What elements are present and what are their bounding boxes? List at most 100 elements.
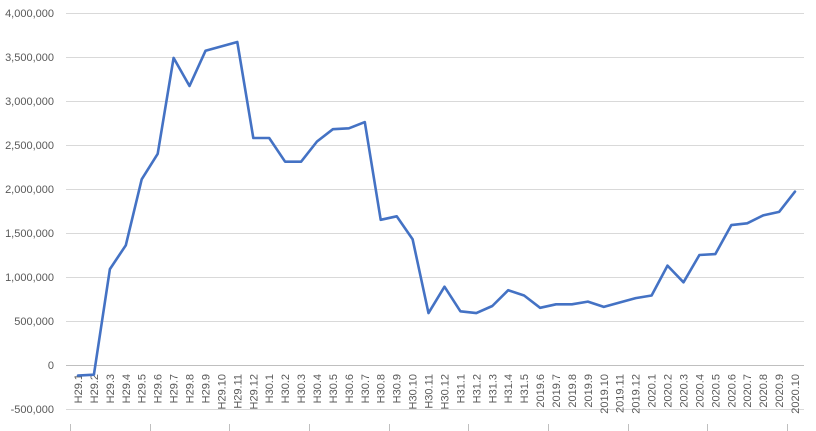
- data-point: [522, 294, 526, 298]
- data-point: [124, 243, 128, 247]
- data-point: [219, 44, 223, 48]
- x-tick-label: 2020.10: [790, 374, 802, 414]
- x-tick-label: H30.12: [439, 374, 451, 409]
- x-tick-label: H29.10: [216, 374, 228, 409]
- x-tick-label: H29.4: [121, 374, 133, 403]
- data-point: [140, 177, 144, 181]
- data-point: [76, 374, 80, 378]
- x-tick-label: H30.5: [328, 374, 340, 403]
- data-point: [204, 49, 208, 53]
- data-point: [299, 160, 303, 164]
- series-layer: [76, 40, 797, 378]
- x-tick-label: 2020.1: [647, 374, 659, 408]
- x-tick-label: H30.2: [280, 374, 292, 403]
- data-point: [506, 288, 510, 292]
- data-point: [363, 120, 367, 124]
- x-tick-label: 2019.8: [567, 374, 579, 408]
- x-tick-label: H31.1: [455, 374, 467, 403]
- x-tick-label: H30.10: [408, 374, 420, 409]
- data-point: [745, 221, 749, 225]
- data-point: [411, 237, 415, 241]
- y-tick-label: 3,000,000: [5, 96, 54, 108]
- x-tick-label: H29.7: [169, 374, 181, 403]
- x-tick-label: H29.6: [153, 374, 165, 403]
- data-point: [347, 126, 351, 130]
- data-point: [713, 252, 717, 256]
- x-tick-label: H30.3: [296, 374, 308, 403]
- data-point: [761, 213, 765, 217]
- y-tick-label: 2,000,000: [5, 184, 54, 196]
- data-point: [283, 160, 287, 164]
- x-tick-label: H29.11: [232, 374, 244, 409]
- x-tick-label: H30.1: [264, 374, 276, 403]
- data-point: [474, 311, 478, 315]
- x-tick-label: 2020.2: [663, 374, 675, 408]
- x-tick-label: 2020.5: [710, 374, 722, 408]
- data-point: [108, 267, 112, 271]
- data-point: [490, 304, 494, 308]
- data-point: [251, 136, 255, 140]
- data-point: [458, 309, 462, 313]
- data-point: [729, 223, 733, 227]
- x-tick-label: H29.1: [73, 374, 85, 403]
- y-axis-ticks: -500,000 0 500,000 1,000,000 1,500,000 2,000,…: [5, 8, 54, 416]
- x-tick-label: H29.2: [89, 374, 101, 403]
- gridlines: [66, 13, 804, 410]
- data-point: [682, 280, 686, 284]
- data-point: [570, 302, 574, 306]
- data-point: [379, 218, 383, 222]
- x-tick-label: H29.9: [200, 374, 212, 403]
- y-tick-label: -500,000: [11, 404, 54, 416]
- data-point: [267, 136, 271, 140]
- x-tick-label: 2019.12: [631, 374, 643, 414]
- y-tick-label: 1,000,000: [5, 272, 54, 284]
- x-tick-label: 2019.6: [535, 374, 547, 408]
- data-point: [172, 56, 176, 60]
- x-tick-label: 2019.7: [551, 374, 563, 408]
- data-point: [618, 301, 622, 305]
- data-point: [427, 311, 431, 315]
- data-point: [188, 84, 192, 88]
- x-tick-label: 2019.11: [615, 374, 627, 413]
- x-tick-label: 2019.10: [599, 374, 611, 414]
- x-tick-label: H29.8: [185, 374, 197, 403]
- x-tick-label: H29.12: [248, 374, 260, 409]
- x-tick-label: H29.5: [137, 374, 149, 403]
- data-point: [650, 294, 654, 298]
- x-tick-label: 2019.9: [583, 374, 595, 408]
- x-tick-label: 2020.9: [774, 374, 786, 408]
- x-tick-label: H30.11: [424, 374, 436, 409]
- data-point: [315, 140, 319, 144]
- x-tick-label: 2020.8: [758, 374, 770, 408]
- series-line: [76, 40, 797, 377]
- y-tick-label: 500,000: [14, 316, 54, 328]
- y-tick-label: 0: [48, 360, 54, 372]
- data-point: [586, 300, 590, 304]
- x-tick-label: 2020.6: [726, 374, 738, 408]
- data-point: [634, 296, 638, 300]
- y-tick-label: 3,500,000: [5, 52, 54, 64]
- data-point: [666, 264, 670, 268]
- x-tick-label: 2020.4: [694, 374, 706, 408]
- data-point: [602, 305, 606, 309]
- x-tick-label: H30.6: [344, 374, 356, 403]
- x-tick-label: H29.3: [105, 374, 117, 403]
- data-point: [777, 210, 781, 214]
- data-point: [554, 302, 558, 306]
- y-tick-label: 4,000,000: [5, 8, 54, 20]
- x-tick-label: 2020.7: [742, 374, 754, 408]
- x-tick-label: H30.7: [360, 374, 372, 403]
- x-tick-label: H30.4: [312, 374, 324, 403]
- y-tick-label: 1,500,000: [5, 228, 54, 240]
- data-point: [156, 152, 160, 156]
- y-tick-label: 2,500,000: [5, 140, 54, 152]
- data-point: [235, 40, 239, 44]
- data-point: [331, 127, 335, 131]
- x-tick-label: H31.3: [487, 374, 499, 403]
- data-point: [538, 306, 542, 310]
- x-axis-ticks: H29.1 H29.2 H29.3 H29.4 H29.5 H29.6 H29.7 H29.8…: [70, 374, 802, 431]
- x-tick-label: H30.8: [376, 374, 388, 403]
- data-point: [793, 190, 797, 194]
- x-tick-label: H30.9: [392, 374, 404, 403]
